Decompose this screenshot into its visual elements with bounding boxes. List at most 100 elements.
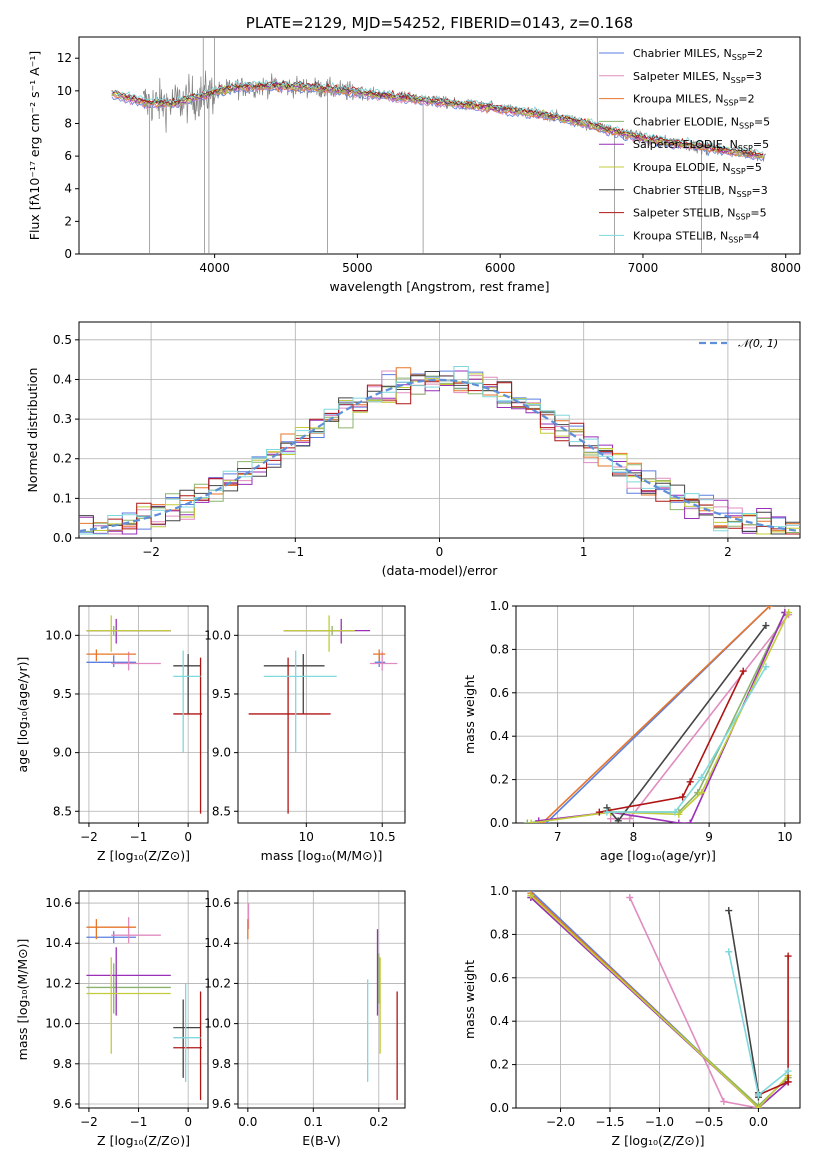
- x-tick-label: −2: [142, 545, 160, 559]
- error-bar-point: [173, 657, 203, 814]
- mass-vs-Z-points: [86, 917, 203, 1100]
- age-vs-mass-points: [248, 615, 398, 814]
- x-axis-label: Z [log₁₀(Z/Z⊙)]: [97, 1133, 190, 1148]
- mass-weight-marker: [675, 810, 683, 818]
- y-tick-label: 0.8: [490, 927, 509, 941]
- legend-label: Chabrier MILES, NSSP=2: [633, 47, 763, 62]
- legend-count: =2: [738, 93, 754, 106]
- error-bar-point: [248, 657, 331, 814]
- mass-weight-marker: [614, 817, 622, 823]
- y-tick-label: 0.4: [490, 1014, 509, 1028]
- residual-legend: 𝒩(0, 1): [699, 337, 778, 350]
- y-axis-label: mass weight: [462, 960, 477, 1039]
- legend-subscript: SSP: [731, 76, 746, 85]
- y-tick-label: 0.1: [53, 491, 72, 505]
- error-bar-point: [373, 649, 386, 662]
- y-tick-label: 0.0: [53, 531, 72, 545]
- y-tick-label: 9.8: [53, 1057, 72, 1071]
- y-tick-label: 9.5: [212, 687, 231, 701]
- x-tick-label: 10: [777, 830, 792, 844]
- y-tick-label: 10.0: [204, 628, 231, 642]
- massweight-vs-Z-series: [527, 891, 792, 1108]
- x-tick-label: −2: [80, 830, 98, 844]
- y-tick-label: 10.2: [204, 976, 231, 990]
- mass-weight-marker: [671, 808, 679, 816]
- mass-weight-marker: [626, 894, 634, 902]
- legend-subscript: SSP: [723, 99, 738, 108]
- y-tick-label: 0.5: [53, 333, 72, 347]
- error-bar-point: [86, 615, 171, 652]
- y-axis-label: mass weight: [462, 675, 477, 754]
- legend-label: Chabrier ELODIE, NSSP=5: [633, 115, 770, 130]
- legend-count: =4: [743, 229, 759, 242]
- model-spectrum-line: [111, 83, 764, 159]
- x-axis-label: E(B-V): [302, 1133, 341, 1148]
- mass-weight-marker: [527, 891, 535, 899]
- y-tick-label: 1.0: [490, 599, 509, 613]
- spectrum-legend: Chabrier MILES, NSSP=2 Salpeter MILES, NS…: [599, 47, 770, 244]
- error-bar-point: [86, 931, 137, 944]
- y-axis-label: age [log₁₀(age/yr)]: [15, 657, 30, 773]
- mass-vs-Z-axes: −2 −1 0 9.6 9.8 10.0 10.2 10.4 10.6 Z [log₁₀(Z/Z⊙…: [15, 890, 209, 1148]
- y-tick-label: 0.6: [490, 971, 509, 985]
- mass-weight-line: [527, 612, 786, 823]
- error-bar-point: [86, 963, 171, 1014]
- mass-weight-marker: [686, 819, 694, 823]
- legend-subscript: SSP: [738, 144, 753, 153]
- y-tick-label: 8.5: [212, 804, 231, 818]
- y-tick-label: 2: [64, 214, 72, 228]
- legend-count: =5: [746, 161, 762, 174]
- axes-frame: [515, 890, 801, 1109]
- axes-frame: [78, 36, 801, 255]
- y-tick-label: 0.4: [490, 729, 509, 743]
- y-tick-label: 9.8: [212, 1057, 231, 1071]
- y-tick-label: 0.2: [490, 1058, 509, 1072]
- normal-curve: [79, 378, 800, 533]
- x-tick-label: −0.5: [694, 1115, 723, 1129]
- x-axis-label: wavelength [Angstrom, rest frame]: [329, 279, 549, 294]
- histogram-step: [79, 370, 800, 535]
- model-spectrum-line: [111, 79, 764, 153]
- error-bar-point: [370, 651, 398, 671]
- x-tick-label: 10.5: [369, 830, 396, 844]
- axes-frame: [78, 890, 209, 1109]
- x-tick-label: −1.5: [595, 1115, 624, 1129]
- axes-frame: [237, 605, 406, 824]
- mass-weight-marker: [626, 815, 634, 823]
- mass-weight-marker: [785, 609, 793, 617]
- error-bar-point: [173, 999, 201, 1078]
- mass-weight-marker: [698, 773, 706, 781]
- y-tick-label: 9.0: [53, 746, 72, 760]
- y-tick-label: 8.5: [53, 804, 72, 818]
- chart-title: PLATE=2129, MJD=54252, FIBERID=0143, z=0…: [246, 14, 633, 32]
- axes-frame: [78, 605, 209, 824]
- mass-weight-marker: [766, 606, 774, 610]
- x-tick-label: −2: [80, 1115, 98, 1129]
- y-tick-label: 10.0: [45, 1017, 72, 1031]
- x-tick-label: −1: [130, 1115, 148, 1129]
- x-axis-label: Z [log₁₀(Z/Z⊙)]: [97, 848, 190, 863]
- mass-weight-marker: [762, 663, 770, 671]
- age-vs-Z-axes: −2 −1 0 8.5 9.0 9.5 10.0 Z [log₁₀(Z/Z⊙)] age [lo…: [15, 605, 209, 863]
- mass-weight-marker: [679, 793, 687, 801]
- legend-subscript: SSP: [728, 235, 743, 244]
- y-tick-label: 0.8: [490, 642, 509, 656]
- y-tick-label: 6: [64, 149, 72, 163]
- mass-weight-line: [606, 666, 767, 813]
- x-axis-label: Z [log₁₀(Z/Z⊙)]: [612, 1133, 705, 1148]
- mass-weight-marker: [686, 778, 694, 786]
- mass-weight-line: [530, 612, 790, 823]
- x-tick-label: 8000: [770, 261, 801, 275]
- mass-weight-marker: [754, 1091, 762, 1099]
- error-bar-point: [111, 917, 161, 944]
- error-bar-point: [86, 655, 137, 667]
- legend-subscript: SSP: [732, 53, 747, 62]
- x-tick-label: 10: [299, 830, 314, 844]
- spectrum-axes: 4000 5000 6000 7000 8000 0 2 4 6 8 10 12 wavelength …: [27, 36, 801, 294]
- legend-label: Salpeter ELODIE, NSSP=5: [633, 138, 769, 153]
- y-tick-label: 9.6: [212, 1097, 231, 1111]
- legend-subscript: SSP: [737, 190, 752, 199]
- legend-label: Kroupa ELODIE, NSSP=5: [633, 161, 762, 176]
- x-tick-label: 0.0: [238, 1115, 257, 1129]
- age-vs-Z-points: [86, 615, 203, 814]
